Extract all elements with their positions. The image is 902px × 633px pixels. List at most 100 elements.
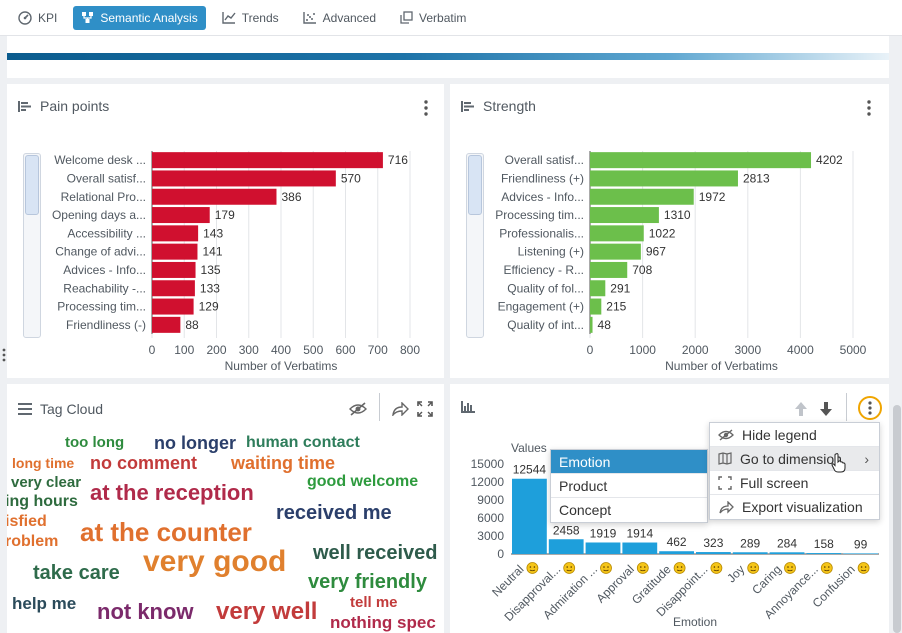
- copy-icon: [400, 11, 413, 24]
- bar: [590, 298, 602, 315]
- emotion-emoji-icon: [636, 562, 649, 574]
- emoji-mouth: [860, 569, 867, 572]
- strength-chart: 0 1000 2000 3000 4000 5000 Overall satisf... 42…: [495, 151, 867, 373]
- emoji-eye: [570, 566, 572, 568]
- pain-points-scrollbar-thumb[interactable]: [25, 155, 39, 215]
- x-tick-label: 2000: [682, 343, 709, 357]
- emoji-mouth: [824, 569, 830, 572]
- tag-at-the-reception[interactable]: at the reception: [90, 480, 254, 505]
- strength-scrollbar-thumb[interactable]: [468, 155, 482, 215]
- bar-value-label: 135: [201, 263, 221, 277]
- y-tick-label: 12000: [471, 475, 505, 489]
- bar: [696, 552, 731, 554]
- tag-waiting-time[interactable]: waiting time: [231, 453, 336, 473]
- line-chart-icon: [222, 12, 236, 24]
- tag-good-welcome[interactable]: good welcome: [307, 473, 419, 490]
- tag-nothing-spec[interactable]: nothing spec: [330, 613, 436, 632]
- bar-chart-icon: [461, 100, 474, 112]
- drag-handle-icon[interactable]: [1, 347, 7, 363]
- x-category-label: Joy: [724, 562, 747, 585]
- tag-not-know[interactable]: not know: [97, 599, 194, 624]
- share-button[interactable]: [390, 399, 410, 419]
- tab-kpi-label: KPI: [38, 10, 58, 25]
- bar-value-label: 12544: [513, 463, 547, 477]
- tag-very-good[interactable]: very good: [143, 545, 287, 578]
- bar-value-label: 1310: [664, 208, 691, 222]
- tag-take-care[interactable]: take care: [33, 562, 120, 584]
- y-category-label: Friendliness (-): [66, 318, 146, 332]
- bar-value-label: 2813: [743, 171, 770, 185]
- tab-advanced[interactable]: Advanced: [295, 6, 384, 30]
- menu-full-screen[interactable]: Full screen: [710, 471, 879, 495]
- y-category-label: Efficiency - R...: [504, 263, 584, 277]
- tab-trends[interactable]: Trends: [214, 6, 287, 30]
- dimension-option-concept[interactable]: Concept: [551, 498, 707, 522]
- sort-descending-button[interactable]: [817, 399, 835, 419]
- tab-semantic-analysis[interactable]: Semantic Analysis: [73, 5, 206, 30]
- emoji-eye: [603, 566, 605, 568]
- tag-no-longer[interactable]: no longer: [154, 433, 236, 453]
- strength-menu-button[interactable]: [858, 97, 880, 119]
- tag-long-time[interactable]: long time: [12, 455, 75, 471]
- tag-very-well[interactable]: very well: [216, 598, 318, 625]
- tag-help-me[interactable]: help me: [12, 594, 77, 613]
- bar: [590, 152, 812, 169]
- bar: [806, 553, 842, 554]
- menu-export-visualization-label: Export visualization: [742, 499, 863, 515]
- map-icon: [718, 452, 732, 465]
- emotion-emoji-icon: [673, 562, 686, 574]
- x-tick-label: 0: [587, 343, 594, 357]
- tag-well-received[interactable]: well received: [313, 542, 438, 564]
- emotion-menu-button[interactable]: [858, 396, 882, 420]
- dimension-menu: Emotion Product Concept: [550, 449, 708, 523]
- emotion-emoji-icon: [747, 562, 760, 574]
- dimension-option-product[interactable]: Product: [551, 474, 707, 498]
- emoji-eye: [824, 566, 826, 568]
- page-scrollbar[interactable]: [893, 405, 901, 633]
- bar: [590, 261, 628, 278]
- tag-problem[interactable]: roblem: [7, 533, 59, 550]
- menu-go-to-dimension[interactable]: Go to dimension ›: [710, 447, 879, 471]
- emoji-eye: [860, 566, 863, 568]
- tag-at-the-counter[interactable]: at the counter: [80, 517, 252, 547]
- tag-human-contact[interactable]: human contact: [246, 434, 360, 451]
- tag-tell-me[interactable]: tell me: [350, 594, 398, 611]
- emoji-face: [673, 562, 686, 574]
- bar: [590, 170, 738, 187]
- menu-export-visualization[interactable]: Export visualization: [710, 495, 879, 519]
- tag-satisfied[interactable]: isfied: [7, 513, 47, 530]
- pain-points-menu-button[interactable]: [415, 97, 437, 119]
- fullscreen-button[interactable]: [415, 399, 435, 419]
- bar: [152, 170, 336, 187]
- tab-trends-label: Trends: [241, 10, 279, 25]
- column-chart-icon: [461, 401, 475, 413]
- tab-kpi[interactable]: KPI: [10, 6, 65, 30]
- y-category-label: Welcome desk ...: [54, 153, 146, 167]
- emoji-eye: [607, 566, 609, 568]
- tag-opening-hours[interactable]: ing hours: [7, 493, 78, 510]
- dimension-option-emotion[interactable]: Emotion: [551, 450, 707, 474]
- tag-received-me[interactable]: received me: [276, 502, 392, 524]
- tab-verbatim[interactable]: Verbatim: [392, 6, 474, 30]
- bar-value-label: 2458: [553, 523, 580, 537]
- emoji-eye: [787, 566, 789, 568]
- sort-ascending-button[interactable]: [792, 399, 810, 419]
- tag-too-long[interactable]: too long: [65, 434, 125, 451]
- tag-no-comment[interactable]: no comment: [90, 453, 198, 473]
- emoji-face: [600, 562, 612, 574]
- bar: [152, 316, 181, 333]
- emotion-emoji-icon: [784, 562, 796, 574]
- menu-hide-legend[interactable]: Hide legend: [710, 423, 879, 447]
- bar: [622, 542, 658, 554]
- tag-very-clear[interactable]: very clear: [11, 474, 82, 491]
- bar-value-label: 716: [388, 153, 408, 167]
- emoji-eye: [644, 566, 646, 568]
- emoji-eye: [529, 566, 532, 568]
- bar-value-label: 99: [854, 537, 868, 551]
- emoji-mouth: [750, 569, 756, 572]
- strength-panel: Strength 0 1000 2000 3000 4000 5000 Overall sa…: [450, 84, 889, 378]
- hide-toggle-button[interactable]: [347, 399, 369, 419]
- tag-very-friendly[interactable]: very friendly: [308, 571, 427, 593]
- bar-value-label: 48: [598, 318, 612, 332]
